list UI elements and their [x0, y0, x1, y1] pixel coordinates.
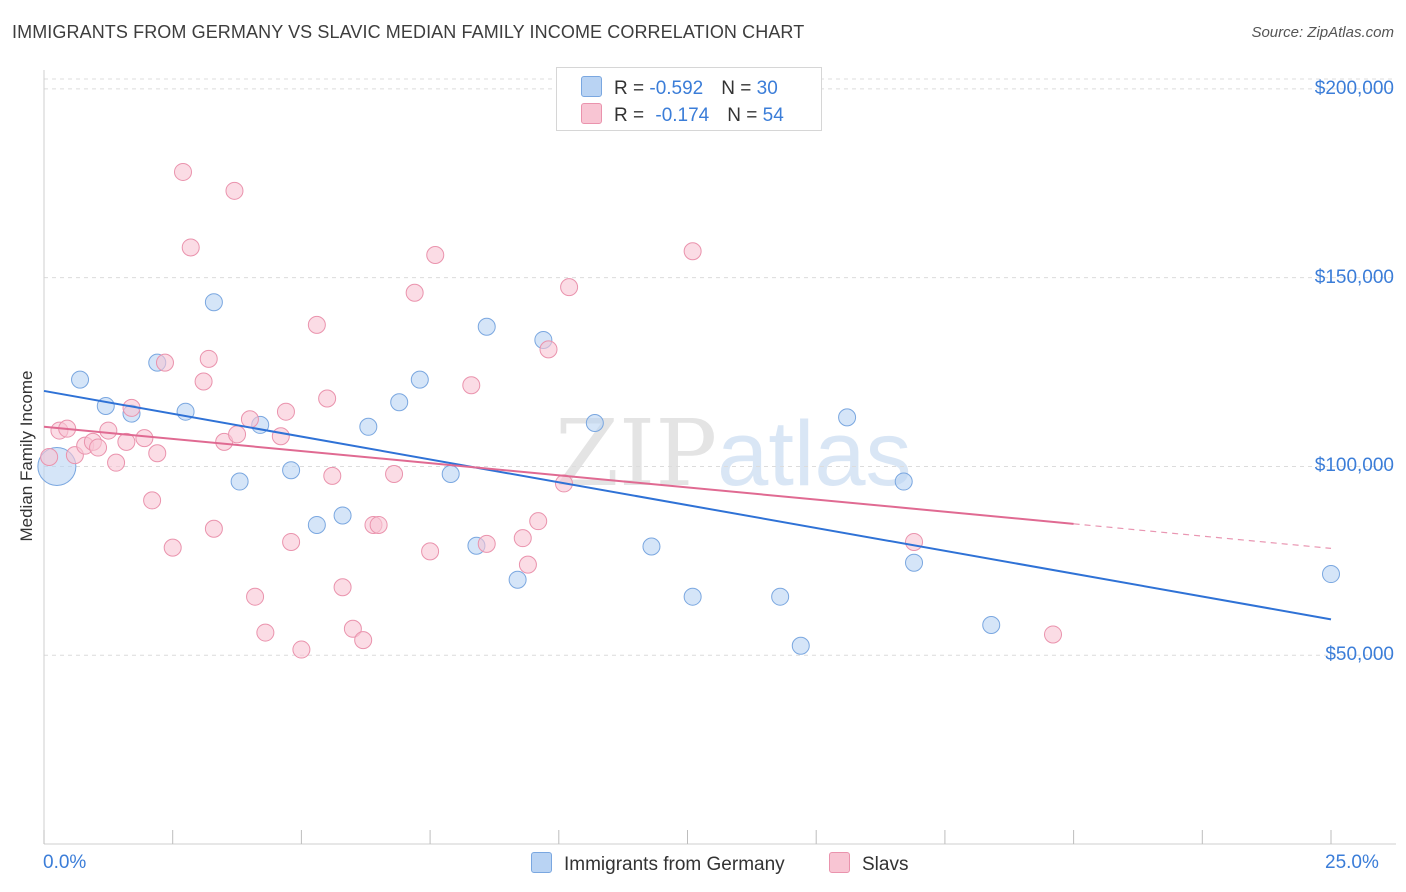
slavs-point-40: [405, 283, 424, 302]
legend-n-slavs: 54: [762, 105, 784, 126]
slavs-point-47: [529, 512, 548, 531]
slavs-point-24: [240, 410, 259, 429]
germany-point-22: [683, 587, 702, 606]
germany-point-17: [477, 317, 496, 336]
germany-point-20: [585, 414, 604, 433]
legend-n-germany: 30: [756, 78, 778, 99]
legend-row-slavs: R = -0.174 N = 54: [581, 103, 784, 127]
slavs-point-15: [163, 538, 182, 557]
slavs-point-8: [107, 453, 126, 472]
slavs-point-13: [148, 444, 167, 463]
slavs-trend-extension: [1073, 523, 1332, 549]
slavs-point-9: [117, 432, 136, 451]
slavs-point-52: [905, 532, 924, 551]
slavs-point-22: [225, 181, 244, 200]
slavs-point-39: [385, 464, 404, 483]
germany-point-13: [390, 393, 409, 412]
y-tick-label-100000: $100,000: [1314, 455, 1394, 477]
slavs-point-19: [199, 349, 218, 368]
y-tick-label-50000: $50,000: [1325, 644, 1394, 666]
germany-point-11: [333, 506, 352, 525]
germany-point-15: [441, 464, 460, 483]
slavs-point-46: [518, 555, 537, 574]
germany-point-23: [771, 587, 790, 606]
germany-point-29: [1322, 565, 1340, 584]
germany-point-27: [905, 553, 924, 572]
germany-point-28: [982, 616, 1001, 635]
source-credit: Source: ZipAtlas.com: [1251, 24, 1394, 41]
slavs-point-45: [513, 529, 532, 548]
slavs-point-48: [539, 340, 558, 359]
slavs-point-26: [256, 623, 275, 642]
slavs-point-31: [307, 315, 326, 334]
germany-point-25: [838, 408, 857, 427]
slavs-point-17: [181, 238, 200, 257]
x-tick-label-min: 0.0%: [43, 852, 87, 873]
germany-point-10: [307, 515, 326, 534]
germany-point-14: [410, 370, 429, 389]
slavs-point-28: [276, 402, 295, 421]
slavs-point-33: [323, 466, 342, 485]
slavs-point-51: [683, 242, 702, 261]
slavs-point-36: [354, 631, 373, 650]
germany-point-18: [508, 570, 527, 589]
slavs-point-43: [462, 376, 481, 395]
bottom-legend-swatch-slavs: [829, 852, 850, 873]
germany-point-26: [894, 472, 913, 491]
y-axis-label: Median Family Income: [17, 370, 36, 542]
germany-point-12: [359, 417, 378, 436]
slavs-point-18: [194, 372, 213, 391]
slavs-point-38: [369, 515, 388, 534]
slavs-point-0: [40, 448, 59, 466]
germany-point-9: [282, 461, 301, 480]
legend-r-slavs: -0.174: [655, 105, 710, 126]
germany-point-6: [204, 293, 223, 312]
slavs-point-25: [246, 587, 265, 606]
slavs-point-32: [318, 389, 337, 408]
slavs-point-14: [155, 353, 174, 372]
slavs-point-29: [282, 532, 301, 551]
legend-swatch-slavs: [581, 103, 602, 124]
slavs-point-53: [1044, 625, 1063, 644]
slavs-point-42: [426, 246, 445, 265]
slavs-point-44: [477, 534, 496, 553]
slavs-point-7: [99, 421, 118, 440]
germany-point-7: [230, 472, 249, 491]
slavs-point-27: [271, 427, 290, 446]
slavs-point-23: [228, 425, 247, 444]
slavs-trend-line: [43, 425, 1074, 525]
watermark-atlas: atlas: [717, 403, 912, 505]
slavs-point-16: [173, 162, 192, 181]
slavs-point-11: [135, 429, 154, 448]
bottom-legend-slavs: Slavs: [829, 852, 908, 876]
slavs-point-41: [421, 542, 440, 561]
watermark: ZIPatlas: [555, 400, 912, 507]
germany-point-1: [71, 370, 90, 389]
chart-title: IMMIGRANTS FROM GERMANY VS SLAVIC MEDIAN…: [12, 22, 805, 42]
y-tick-label-200000: $200,000: [1314, 77, 1394, 99]
legend-r-germany: -0.592: [649, 78, 704, 99]
slavs-point-34: [333, 578, 352, 597]
slavs-point-35: [343, 619, 362, 638]
y-tick-label-150000: $150,000: [1314, 266, 1394, 288]
slavs-point-20: [204, 519, 223, 538]
slavs-point-30: [292, 640, 311, 659]
x-tick-label-max: 25.0%: [1325, 852, 1379, 873]
legend-swatch-germany: [581, 76, 602, 97]
bottom-legend-germany: Immigrants from Germany: [531, 852, 785, 876]
slavs-point-12: [143, 491, 162, 510]
bottom-legend-swatch-germany: [531, 852, 552, 873]
correlation-legend: R = -0.592 N = 30 R = -0.174 N = 54: [556, 67, 822, 131]
legend-row-germany: R = -0.592 N = 30: [581, 76, 778, 100]
germany-point-21: [642, 537, 661, 556]
watermark-zip: ZIP: [555, 400, 718, 507]
slavs-point-6: [89, 438, 108, 457]
slavs-point-50: [560, 278, 579, 297]
germany-trend-line: [43, 389, 1332, 621]
germany-point-24: [791, 636, 810, 655]
